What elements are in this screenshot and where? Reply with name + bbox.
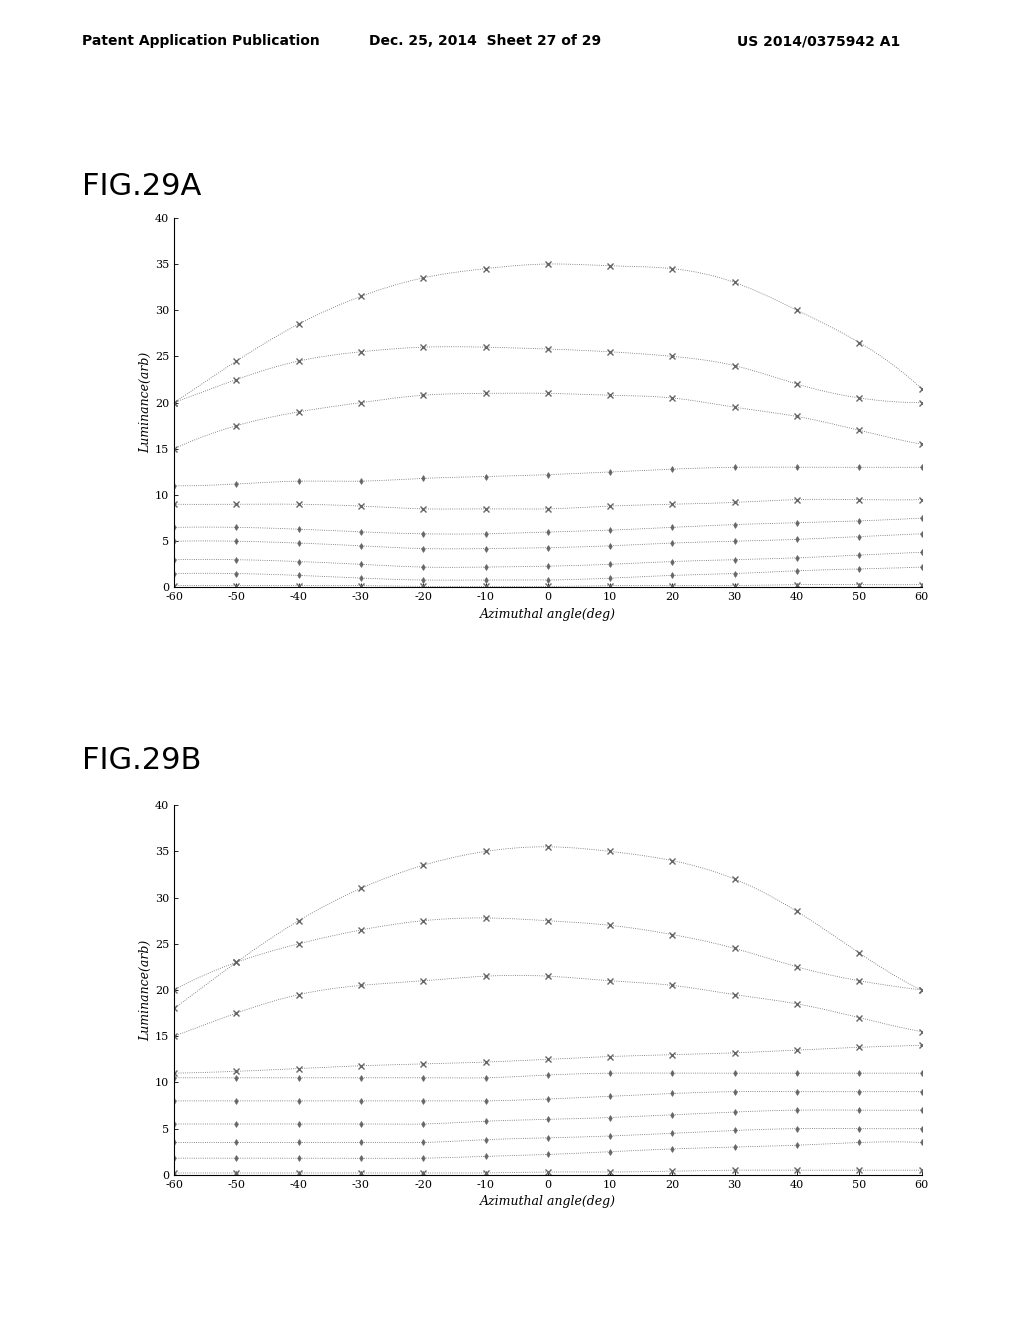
Text: Patent Application Publication: Patent Application Publication	[82, 34, 319, 49]
Text: US 2014/0375942 A1: US 2014/0375942 A1	[737, 34, 900, 49]
Text: FIG.29B: FIG.29B	[82, 746, 202, 775]
Y-axis label: Luminance(arb): Luminance(arb)	[139, 940, 153, 1040]
Text: FIG.29A: FIG.29A	[82, 172, 202, 201]
Text: Dec. 25, 2014  Sheet 27 of 29: Dec. 25, 2014 Sheet 27 of 29	[369, 34, 601, 49]
X-axis label: Azimuthal angle(deg): Azimuthal angle(deg)	[480, 1195, 615, 1208]
Y-axis label: Luminance(arb): Luminance(arb)	[139, 352, 153, 453]
X-axis label: Azimuthal angle(deg): Azimuthal angle(deg)	[480, 607, 615, 620]
